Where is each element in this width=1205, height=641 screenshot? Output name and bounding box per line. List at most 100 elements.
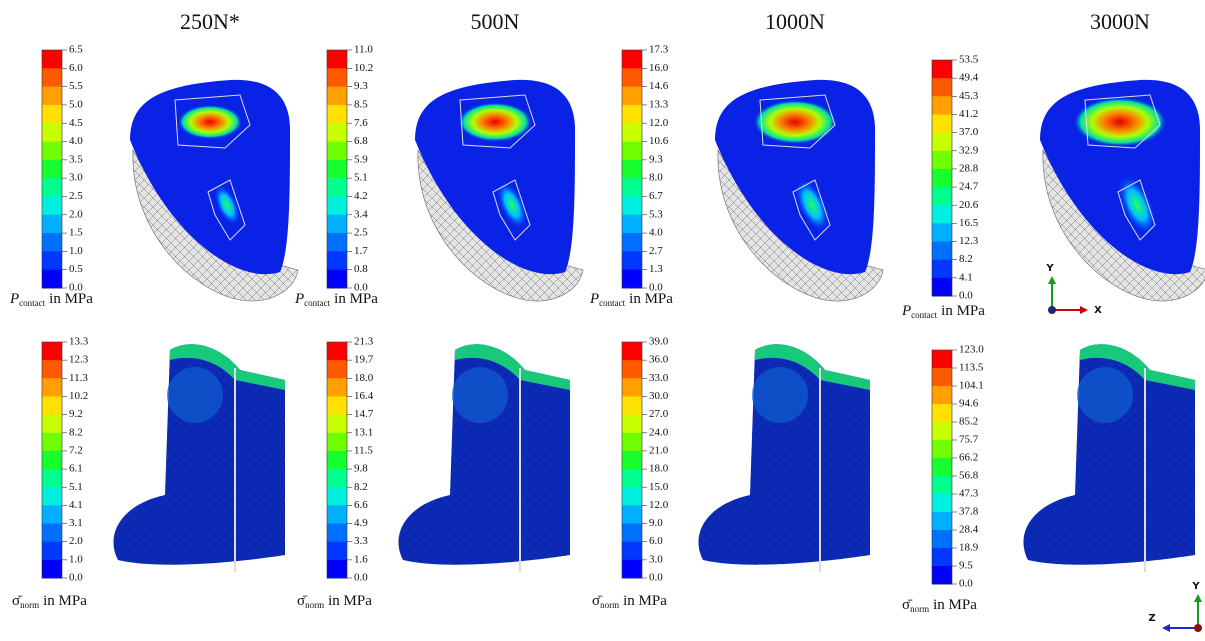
colorbar-band [622, 86, 642, 106]
colorbar-tick-label: 5.1 [69, 481, 83, 493]
colorbar-band [932, 368, 952, 387]
scale-label: σ̄norm in MPa [297, 593, 372, 610]
colorbar-frame [326, 341, 348, 579]
colorbar-tick-label: 1.3 [649, 263, 663, 275]
colorbar-tick-label: 1.0 [69, 245, 83, 257]
label-subscript: norm [305, 600, 324, 610]
colorbar-tick-label: 9.5 [959, 560, 973, 572]
colorbar-band [932, 60, 952, 79]
colorbar-tick-label: 1.0 [69, 553, 83, 565]
label-symbol: σ̄ [902, 597, 913, 613]
colorbar-tick-label: 0.0 [649, 572, 663, 584]
label-unit: in MPa [629, 291, 673, 307]
axis-label: X [1094, 305, 1102, 316]
colorbar-band [327, 523, 347, 543]
colorbar-band [327, 469, 347, 488]
colorbar-band [327, 559, 347, 579]
colorbar-tick-label: 6.0 [69, 62, 83, 74]
arrow-head [1048, 276, 1056, 284]
label-subscript: norm [600, 600, 619, 610]
colorbar-tick-label: 6.5 [69, 44, 83, 56]
colorbar-tick-label: 12.0 [649, 117, 669, 129]
colorbar-tick-label: 4.9 [354, 517, 368, 529]
colorbar-band [622, 432, 642, 452]
colorbar-band [42, 559, 62, 579]
colorbar-tick-label: 8.2 [354, 481, 368, 493]
colorbar-band [42, 196, 62, 216]
label-subscript: contact [304, 298, 330, 308]
colorbar-tick-label: 12.3 [69, 354, 89, 366]
colorbar-band [42, 505, 62, 525]
colorbar-band [932, 150, 952, 170]
hot-spot [214, 184, 240, 226]
colorbar-band [622, 378, 642, 397]
hot-spot [178, 105, 242, 139]
label-symbol: P [9, 291, 19, 307]
colorbar-tick-label: 18.0 [354, 372, 374, 384]
colorbar-tick-label: 5.0 [69, 98, 83, 110]
colorbar-tick-label: 47.3 [959, 488, 979, 500]
colorbar-band [327, 414, 347, 434]
label-subscript: contact [911, 310, 937, 320]
colorbar-band [42, 469, 62, 488]
label-unit: in MPa [328, 593, 372, 609]
label-subscript: norm [20, 600, 39, 610]
colorbar-band [42, 450, 62, 470]
scale-label: Pcontact in MPa [589, 291, 673, 308]
hot-spot [1118, 175, 1156, 235]
colorbar-band [622, 123, 642, 143]
colorbar-tick-label: 28.4 [959, 524, 979, 536]
colorbar-tick-label: 0.0 [959, 578, 973, 590]
colorbar-tick-label: 9.3 [649, 153, 663, 165]
colorbar-frame [621, 341, 643, 579]
colorbar-tick-label: 2.0 [69, 535, 83, 547]
colorbar-band [622, 50, 642, 69]
contour [759, 94, 836, 149]
colorbar-band [327, 396, 347, 416]
colorbar-tick-label: 6.0 [649, 535, 663, 547]
colorbar-band [327, 233, 347, 252]
axis-label: Y [1191, 581, 1200, 592]
colorbar-tick-label: 13.3 [69, 336, 89, 348]
colorbar-tick-label: 8.5 [354, 98, 368, 110]
label-unit: in MPa [623, 593, 667, 609]
colorbar-tick-label: 9.0 [649, 517, 663, 529]
colorbar-tick-label: 27.0 [649, 408, 669, 420]
colorbar-tick-label: 15.0 [649, 481, 669, 493]
colorbar-tick-label: 21.0 [649, 444, 669, 456]
colorbar-tick-label: 12.3 [959, 235, 979, 247]
colorbar-tick-label: 16.5 [959, 217, 979, 229]
colorbar-band [622, 396, 642, 416]
colorbar-band [932, 422, 952, 441]
column-title: 3000N [1090, 9, 1150, 34]
colorbar-band [327, 68, 347, 88]
colorbar-tick-label: 41.2 [959, 108, 978, 120]
colorbar-tick-label: 0.0 [354, 572, 368, 584]
colorbar-tick-label: 6.8 [354, 135, 368, 147]
colorbar-tick-label: 14.6 [649, 80, 669, 92]
colorbar-band [932, 223, 952, 243]
colorbar-band [932, 494, 952, 513]
colorbar-band [932, 96, 952, 115]
colorbar-tick-label: 2.5 [69, 190, 83, 202]
colorbar-band [42, 123, 62, 143]
colorbar-tick-label: 19.7 [354, 354, 374, 366]
colorbar-frame [931, 349, 953, 585]
colorbar-band [327, 342, 347, 361]
colorbar-band [327, 178, 347, 197]
colorbar-band [622, 360, 642, 379]
colorbar-tick-label: 1.5 [69, 227, 83, 239]
colorbar-tick-label: 11.0 [354, 44, 373, 56]
colorbar-tick-label: 6.7 [649, 190, 663, 202]
colorbar-band [622, 214, 642, 234]
colorbar-tick-label: 14.7 [354, 408, 374, 420]
colorbar-tick-label: 10.2 [69, 390, 88, 402]
contact-surface [415, 79, 575, 275]
colorbar-tick-label: 9.2 [69, 408, 83, 420]
colorbar-tick-label: 0.0 [649, 282, 663, 294]
colorbar-band [327, 123, 347, 143]
surface-layer [1080, 344, 1195, 390]
colorbar-tick-label: 49.4 [959, 72, 979, 84]
colorbar-band [327, 541, 347, 561]
label-unit: in MPa [49, 291, 93, 307]
